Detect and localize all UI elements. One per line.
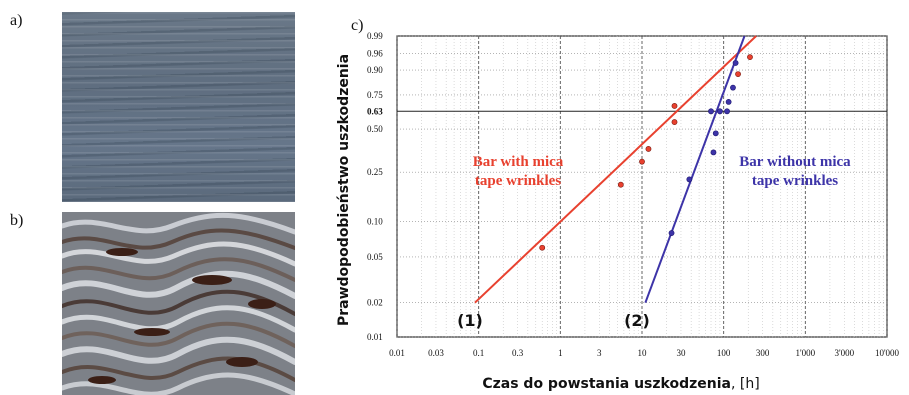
y-axis-title: Prawdopodobieństwo uszkodzenia [336, 54, 352, 326]
x-tick-label: 0.1 [473, 348, 484, 358]
data-point [710, 149, 717, 156]
panel-label-c: c) [351, 17, 363, 34]
x-tick-label: 0.3 [512, 348, 524, 358]
panel-label-a: a) [10, 12, 23, 29]
y-tick-label: 0.10 [367, 217, 383, 227]
data-point [671, 119, 678, 125]
data-point [639, 158, 645, 165]
x-tick-label: 1'000 [796, 348, 816, 358]
data-point [708, 108, 714, 115]
y-tick-label: 0.96 [367, 49, 383, 59]
data-point [717, 108, 723, 115]
x-tick-label: 3'000 [834, 348, 854, 358]
data-point [730, 84, 736, 91]
data-point [732, 60, 739, 66]
x-axis-title: Czas do powstania uszkodzenia, [h] [482, 376, 759, 392]
data-point [671, 103, 678, 109]
y-tick-label: 0.01 [367, 332, 383, 342]
x-tick-label: 10 [638, 348, 648, 358]
series-label-line: Bar with mica [473, 154, 564, 170]
series-label-line: tape wrinkles [752, 173, 838, 189]
x-tick-label: 10'000 [875, 348, 900, 358]
data-point [668, 230, 675, 236]
line-number-label: (2) [624, 311, 650, 330]
line-number-label: (1) [457, 311, 483, 330]
x-tick-label: 3 [597, 348, 602, 358]
y-tick-label: 0.02 [367, 298, 383, 308]
fit-line-2 [644, 35, 746, 304]
x-tick-label: 0.01 [389, 348, 405, 358]
x-tick-label: 30 [676, 348, 686, 358]
series: Bar with mica tape wrinkles (1) Bar without… [457, 35, 851, 330]
series-1: Bar with mica tape wrinkles (1) [457, 35, 757, 330]
data-point [539, 244, 546, 251]
series-2: Bar without mica tape wrinkles (2) [624, 35, 851, 330]
data-point [617, 181, 624, 188]
y-tick-label: 0.50 [367, 124, 383, 134]
x-tick-label: 1 [558, 348, 563, 358]
x-tick-label: 100 [717, 348, 731, 358]
x-tick-label: 300 [756, 348, 770, 358]
y-tick-label: 0.99 [367, 31, 383, 41]
laminate-photo-a [62, 12, 295, 202]
x-axis-title-text: Czas do powstania uszkodzenia [482, 376, 731, 392]
data-point [747, 54, 753, 61]
wrinkled-laminate-image [62, 212, 295, 395]
y-tick-label: 0.05 [367, 252, 383, 262]
data-point [735, 71, 741, 78]
data-point [645, 146, 652, 152]
data-point [712, 130, 719, 137]
series-label-line: tape wrinkles [475, 173, 561, 189]
series-label-line: Bar without mica [739, 154, 851, 170]
data-point [724, 108, 730, 115]
y-tick-label: 0.25 [367, 167, 383, 177]
y-tick-label: 0.90 [367, 65, 383, 75]
panel-label-b: b) [10, 212, 24, 229]
x-tick-label: 0.03 [428, 348, 444, 358]
y-tick-label: 0.75 [367, 90, 383, 100]
laminate-photo-b [62, 212, 295, 395]
data-point [725, 99, 732, 105]
y-tick-label: 0.63 [367, 106, 383, 116]
grid [396, 35, 888, 338]
data-point [686, 176, 693, 183]
tick-labels: 0.01 0.02 0.05 0.10 0.25 0.50 0.63 0.75 0.90 0.96… [367, 31, 900, 358]
x-axis-unit: , [h] [731, 376, 760, 392]
fit-line-1 [474, 35, 757, 304]
